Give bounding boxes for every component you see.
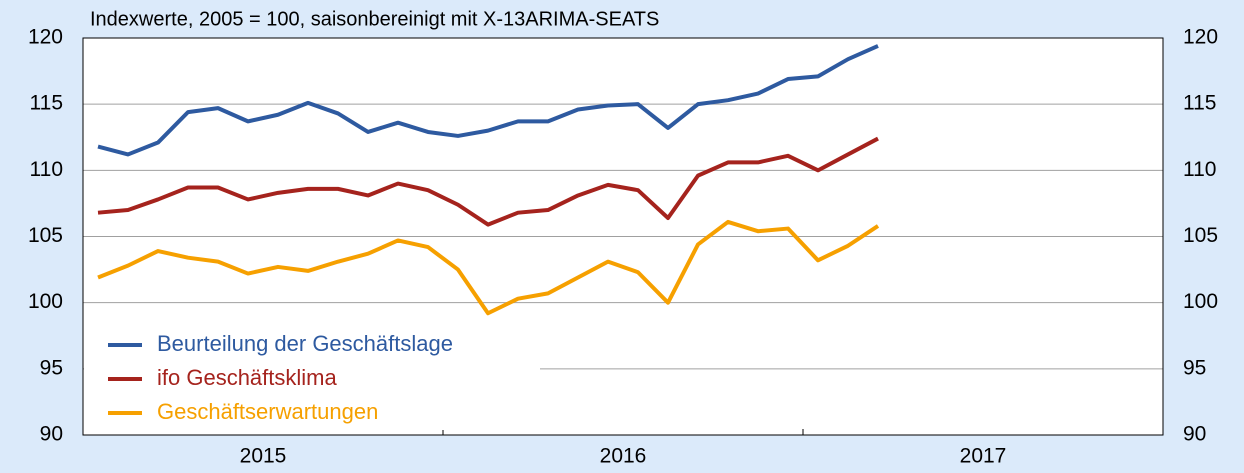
legend-box xyxy=(84,325,540,430)
y-tick-label: 95 xyxy=(40,356,63,379)
legend-label: Beurteilung der Geschäftslage xyxy=(157,331,453,356)
y2-tick-label: 100 xyxy=(1183,290,1218,313)
y-tick-label: 120 xyxy=(28,26,63,49)
y-tick-label: 100 xyxy=(28,290,63,313)
x-tick-label: 2015 xyxy=(240,445,287,468)
y-tick-label: 110 xyxy=(30,158,63,181)
y2-tick-label: 105 xyxy=(1183,224,1218,247)
series-line xyxy=(97,219,880,316)
series-line xyxy=(97,44,879,157)
y2-tick-label: 115 xyxy=(1183,92,1216,115)
y2-tick-label: 90 xyxy=(1183,423,1206,446)
x-tick-label: 2017 xyxy=(960,445,1007,468)
series-line xyxy=(97,136,879,227)
plot-border xyxy=(82,37,1164,436)
y2-tick-label: 110 xyxy=(1183,158,1216,181)
legend-label: Geschäftserwartungen xyxy=(157,399,378,424)
y-tick-label: 105 xyxy=(28,224,63,247)
y2-tick-label: 95 xyxy=(1183,356,1206,379)
y-tick-label: 115 xyxy=(30,92,63,115)
y-tick-label: 90 xyxy=(40,423,63,446)
chart-title: Indexwerte, 2005 = 100, saisonbereinigt … xyxy=(90,8,659,30)
y2-tick-label: 120 xyxy=(1183,26,1218,49)
legend-label: ifo Geschäftsklima xyxy=(157,365,337,390)
x-tick-label: 2016 xyxy=(600,445,647,468)
